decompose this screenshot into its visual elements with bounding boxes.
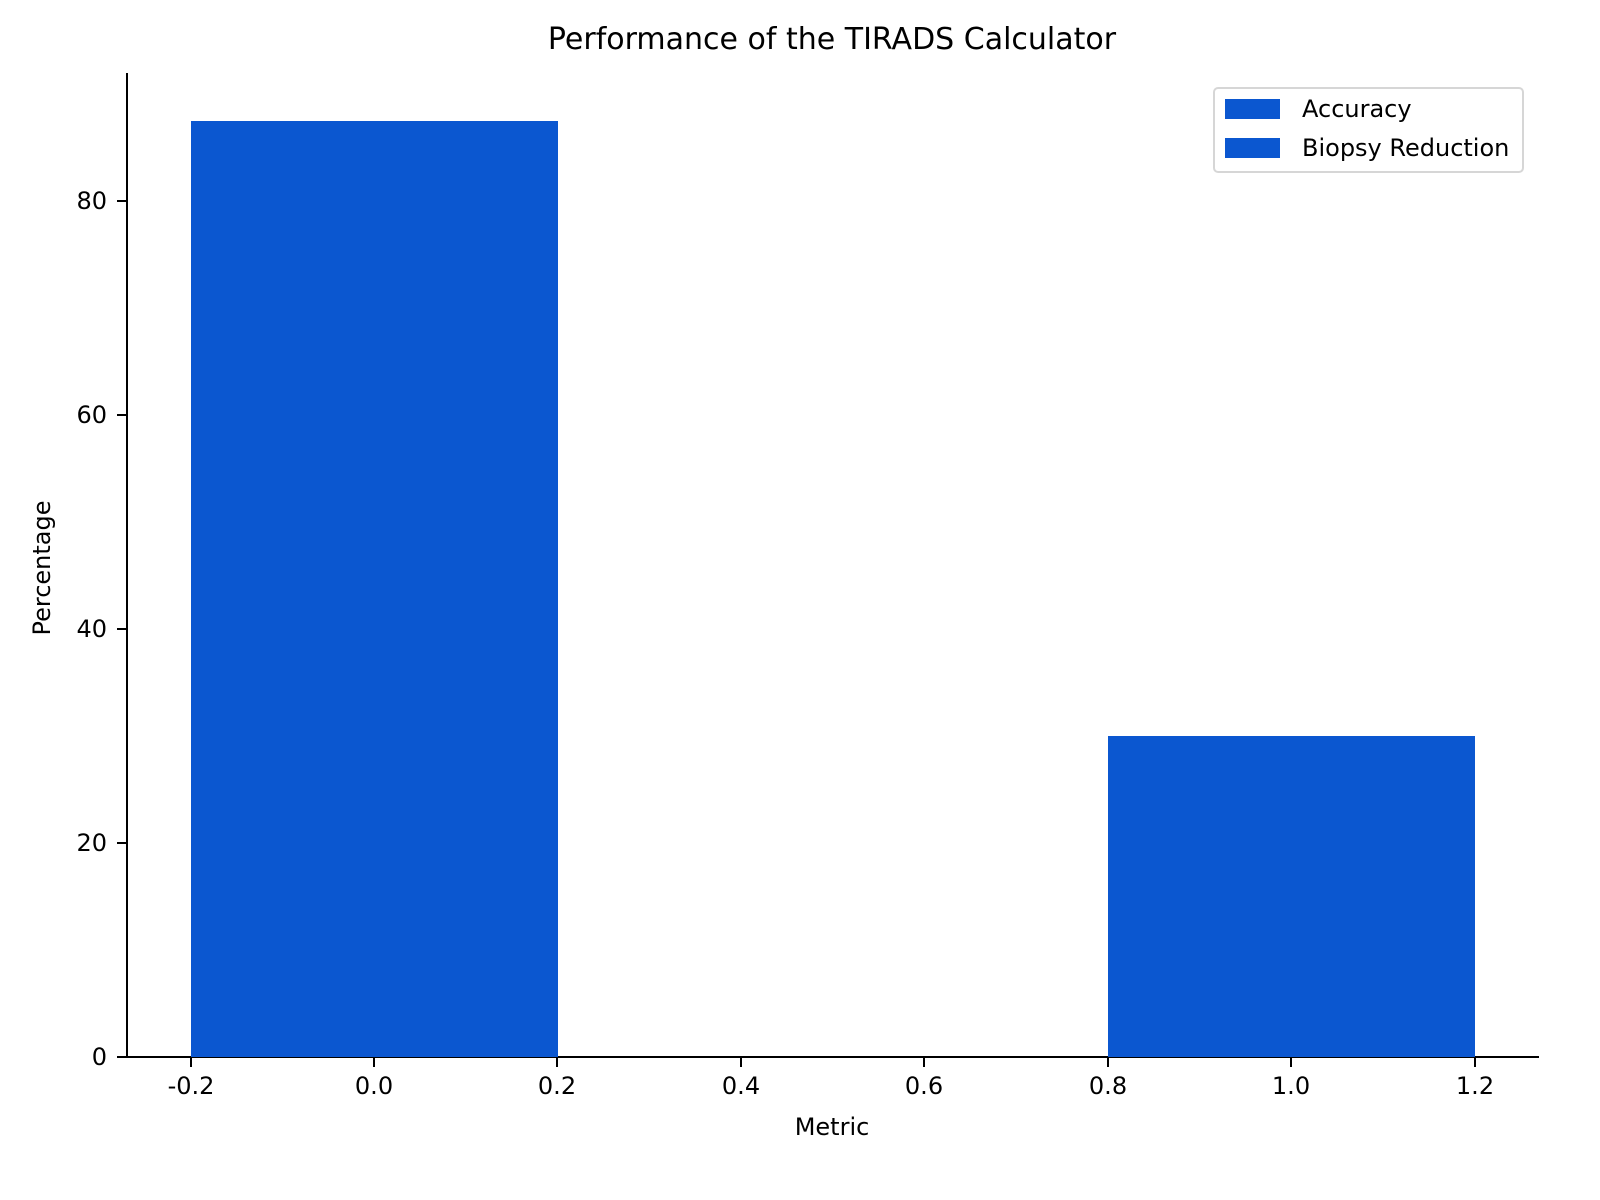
y-tick <box>117 200 127 202</box>
y-tick-label: 60 <box>76 401 107 429</box>
y-tick <box>117 628 127 630</box>
x-tick <box>1290 1057 1292 1067</box>
chart-title: Performance of the TIRADS Calculator <box>547 22 1117 57</box>
y-tick <box>117 414 127 416</box>
x-tick-label: 0.8 <box>1088 1072 1128 1100</box>
legend-item-biopsy-reduction: Biopsy Reduction <box>1225 133 1509 163</box>
x-tick <box>556 1057 558 1067</box>
x-tick-label: 0.4 <box>721 1072 761 1100</box>
x-tick-label: 0.6 <box>904 1072 944 1100</box>
x-tick-label: -0.2 <box>167 1072 215 1100</box>
y-tick-label: 20 <box>76 829 107 857</box>
y-tick-label: 40 <box>76 615 107 643</box>
legend-label: Accuracy <box>1302 95 1412 123</box>
legend-swatch-icon <box>1225 138 1280 158</box>
legend-label: Biopsy Reduction <box>1302 134 1510 162</box>
x-tick <box>373 1057 375 1067</box>
x-axis-line <box>126 1056 1539 1058</box>
y-tick-label: 0 <box>91 1043 107 1071</box>
y-tick-label: 80 <box>76 187 107 215</box>
legend-swatch-icon <box>1225 99 1280 119</box>
x-axis-label: Metric <box>794 1113 870 1141</box>
legend-item-accuracy: Accuracy <box>1225 94 1412 124</box>
x-tick <box>190 1057 192 1067</box>
x-tick-label: 0.2 <box>537 1072 577 1100</box>
y-axis-line <box>126 73 128 1058</box>
y-axis-label: Percentage <box>28 500 56 636</box>
x-tick <box>923 1057 925 1067</box>
x-tick-label: 0.0 <box>354 1072 394 1100</box>
bar-accuracy <box>191 121 558 1057</box>
y-tick <box>117 1056 127 1058</box>
x-tick <box>1107 1057 1109 1067</box>
x-tick-label: 1.2 <box>1455 1072 1495 1100</box>
y-tick <box>117 842 127 844</box>
legend: Accuracy Biopsy Reduction <box>1213 87 1524 173</box>
x-tick <box>1474 1057 1476 1067</box>
x-tick-label: 1.0 <box>1271 1072 1311 1100</box>
x-tick <box>740 1057 742 1067</box>
bar-biopsy-reduction <box>1108 736 1475 1057</box>
